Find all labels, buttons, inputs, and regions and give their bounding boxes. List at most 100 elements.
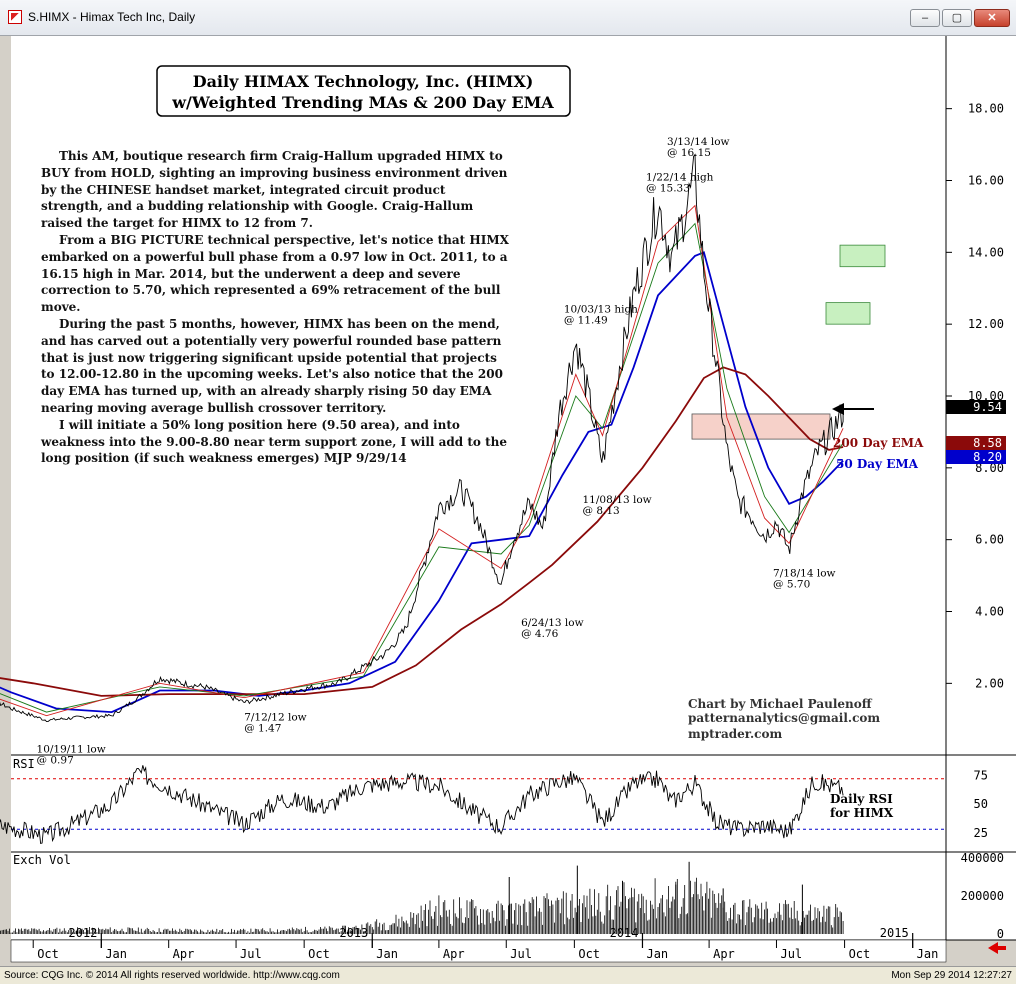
price-line: [0, 153, 844, 723]
year-label: 2014: [610, 926, 639, 940]
x-axis: Oct Jan Apr Jul Oct Jan Apr Jul Oct Jan Apr Jul Oct J…: [32, 926, 939, 961]
ema200-line: [0, 366, 844, 697]
price-tick-label: 10.00: [968, 389, 1004, 403]
target-zone-box: [825, 302, 871, 325]
price-tick-label: 16.00: [968, 173, 1004, 187]
annotations: 10/19/11 low@ 0.97 7/12/12 low@ 1.47 6/24/…: [37, 136, 836, 766]
price-tick-label: 2.00: [975, 676, 1004, 690]
month-label: Jan: [105, 947, 127, 961]
wma-mid-line: [0, 222, 844, 713]
annotation-label: 6/24/13 low: [521, 617, 583, 629]
annotation-value: @ 5.70: [773, 578, 810, 590]
credit-site: mptrader.com: [688, 727, 782, 741]
commentary-paragraph: I will initiate a 50% long position here…: [41, 417, 507, 466]
price-tick-label: 6.00: [975, 533, 1004, 547]
window-titlebar: S.HIMX - Himax Tech Inc, Daily – ▢ ✕: [0, 0, 1016, 36]
timestamp-text: Mon Sep 29 2014 12:27:27: [891, 970, 1012, 981]
ema50-legend: 50 Day EMA: [836, 457, 919, 471]
price-tick-label: 8.00: [975, 461, 1004, 475]
ema50-value: 8.20: [973, 450, 1002, 464]
annotation-value: @ 8.13: [583, 505, 620, 517]
price-tick-label: 4.00: [975, 605, 1004, 619]
year-label: 2013: [339, 926, 368, 940]
annotation-label: 10/19/11 low: [37, 743, 106, 755]
maximize-button[interactable]: ▢: [942, 9, 972, 27]
volume-tick-label: 200000: [961, 889, 1004, 903]
month-label: Apr: [443, 947, 465, 961]
annotation-label: 10/03/13 high: [564, 303, 638, 315]
last-price-badge: [946, 400, 1006, 414]
wma-fast-line: [0, 204, 844, 717]
price-chart: Oct Jan Apr Jul Oct Jan Apr Jul Oct Jan Apr Jul Oct J…: [0, 36, 1016, 966]
annotation-label: 3/13/14 low: [667, 136, 729, 148]
rsi-note-2: for HIMX: [830, 806, 894, 820]
month-label: Apr: [713, 947, 735, 961]
chart-subtitle: w/Weighted Trending MAs & 200 Day EMA: [171, 93, 554, 112]
annotation-label: 7/12/12 low: [244, 711, 306, 723]
minimize-button[interactable]: –: [910, 9, 940, 27]
rsi-tick-label: 75: [974, 768, 988, 782]
month-label: Jul: [780, 947, 802, 961]
commentary-paragraph: During the past 5 months, however, HIMX …: [41, 316, 503, 415]
rsi-tick-label: 25: [974, 826, 988, 840]
month-label: Oct: [37, 947, 59, 961]
volume-bars: [0, 877, 844, 934]
scroll-left-arrow-icon[interactable]: [988, 942, 1006, 954]
y-axes: 2.00 4.00 6.00 8.00 10.00 12.00 14.00 16.00 18.0…: [946, 102, 1004, 941]
year-label: 2015: [880, 926, 909, 940]
credit-author: Chart by Michael Paulenoff: [688, 697, 873, 711]
rsi-note-1: Daily RSI: [830, 792, 893, 806]
support-zone-box: [691, 413, 831, 440]
close-button[interactable]: ✕: [974, 9, 1010, 27]
annotation-value: @ 15.33: [646, 183, 690, 195]
month-label: Jan: [646, 947, 668, 961]
ema200-badge: [946, 436, 1006, 450]
target-zone-box: [839, 244, 886, 268]
month-label: Oct: [849, 947, 871, 961]
annotation-value: @ 0.97: [37, 754, 74, 766]
cqg-app-icon: [8, 10, 22, 24]
annotation-label: 7/18/14 low: [773, 567, 835, 579]
credit-email: patternanalytics@gmail.com: [688, 711, 880, 725]
volume-tick-label: 0: [997, 927, 1004, 941]
price-tick-label: 18.00: [968, 102, 1004, 116]
chart-title-box: [156, 65, 571, 117]
year-label: 2012: [68, 926, 97, 940]
price-tick-label: 12.00: [968, 317, 1004, 331]
month-label: Jan: [917, 947, 939, 961]
month-label: Jul: [240, 947, 262, 961]
annotation-value: @ 16.15: [667, 147, 711, 159]
chart-title: Daily HIMAX Technology, Inc. (HIMX): [193, 72, 534, 91]
ema50-badge: [946, 450, 1006, 464]
annotation-value: @ 11.49: [564, 314, 608, 326]
month-label: Apr: [173, 947, 195, 961]
commentary-paragraph: This AM, boutique research firm Craig-Ha…: [41, 149, 508, 231]
month-label: Oct: [578, 947, 600, 961]
month-label: Jul: [510, 947, 532, 961]
arrow-head-icon: [832, 403, 844, 415]
annotation-label: 11/08/13 low: [583, 494, 652, 506]
rsi-line: [0, 765, 844, 844]
rsi-label: RSI: [13, 757, 35, 771]
price-series: [0, 153, 844, 723]
last-price-value: 9.54: [973, 400, 1002, 414]
volume-label: Exch Vol: [13, 853, 71, 867]
ema200-legend: 200 Day EMA: [833, 436, 924, 450]
commentary-paragraph: From a BIG PICTURE technical perspective…: [41, 232, 509, 315]
source-text: Source: CQG Inc. © 2014 All rights reser…: [4, 970, 340, 981]
rsi-tick-label: 50: [974, 797, 988, 811]
annotation-value: @ 1.47: [244, 722, 281, 734]
rsi-panel: [0, 765, 946, 844]
month-label: Oct: [308, 947, 330, 961]
status-bar: Source: CQG Inc. © 2014 All rights reser…: [0, 966, 1016, 984]
commentary: This AM, boutique research firm Craig-Ha…: [41, 148, 511, 467]
volume-panel: [0, 861, 844, 934]
volume-tick-label: 400000: [961, 851, 1004, 865]
target-zones: [825, 244, 886, 325]
price-tick-label: 14.00: [968, 245, 1004, 259]
annotation-value: @ 4.76: [521, 628, 559, 640]
annotation-label: 1/22/14 high: [646, 172, 714, 184]
window-title: S.HIMX - Himax Tech Inc, Daily: [28, 10, 196, 24]
month-label: Jan: [376, 947, 398, 961]
support-zone: [691, 413, 831, 440]
